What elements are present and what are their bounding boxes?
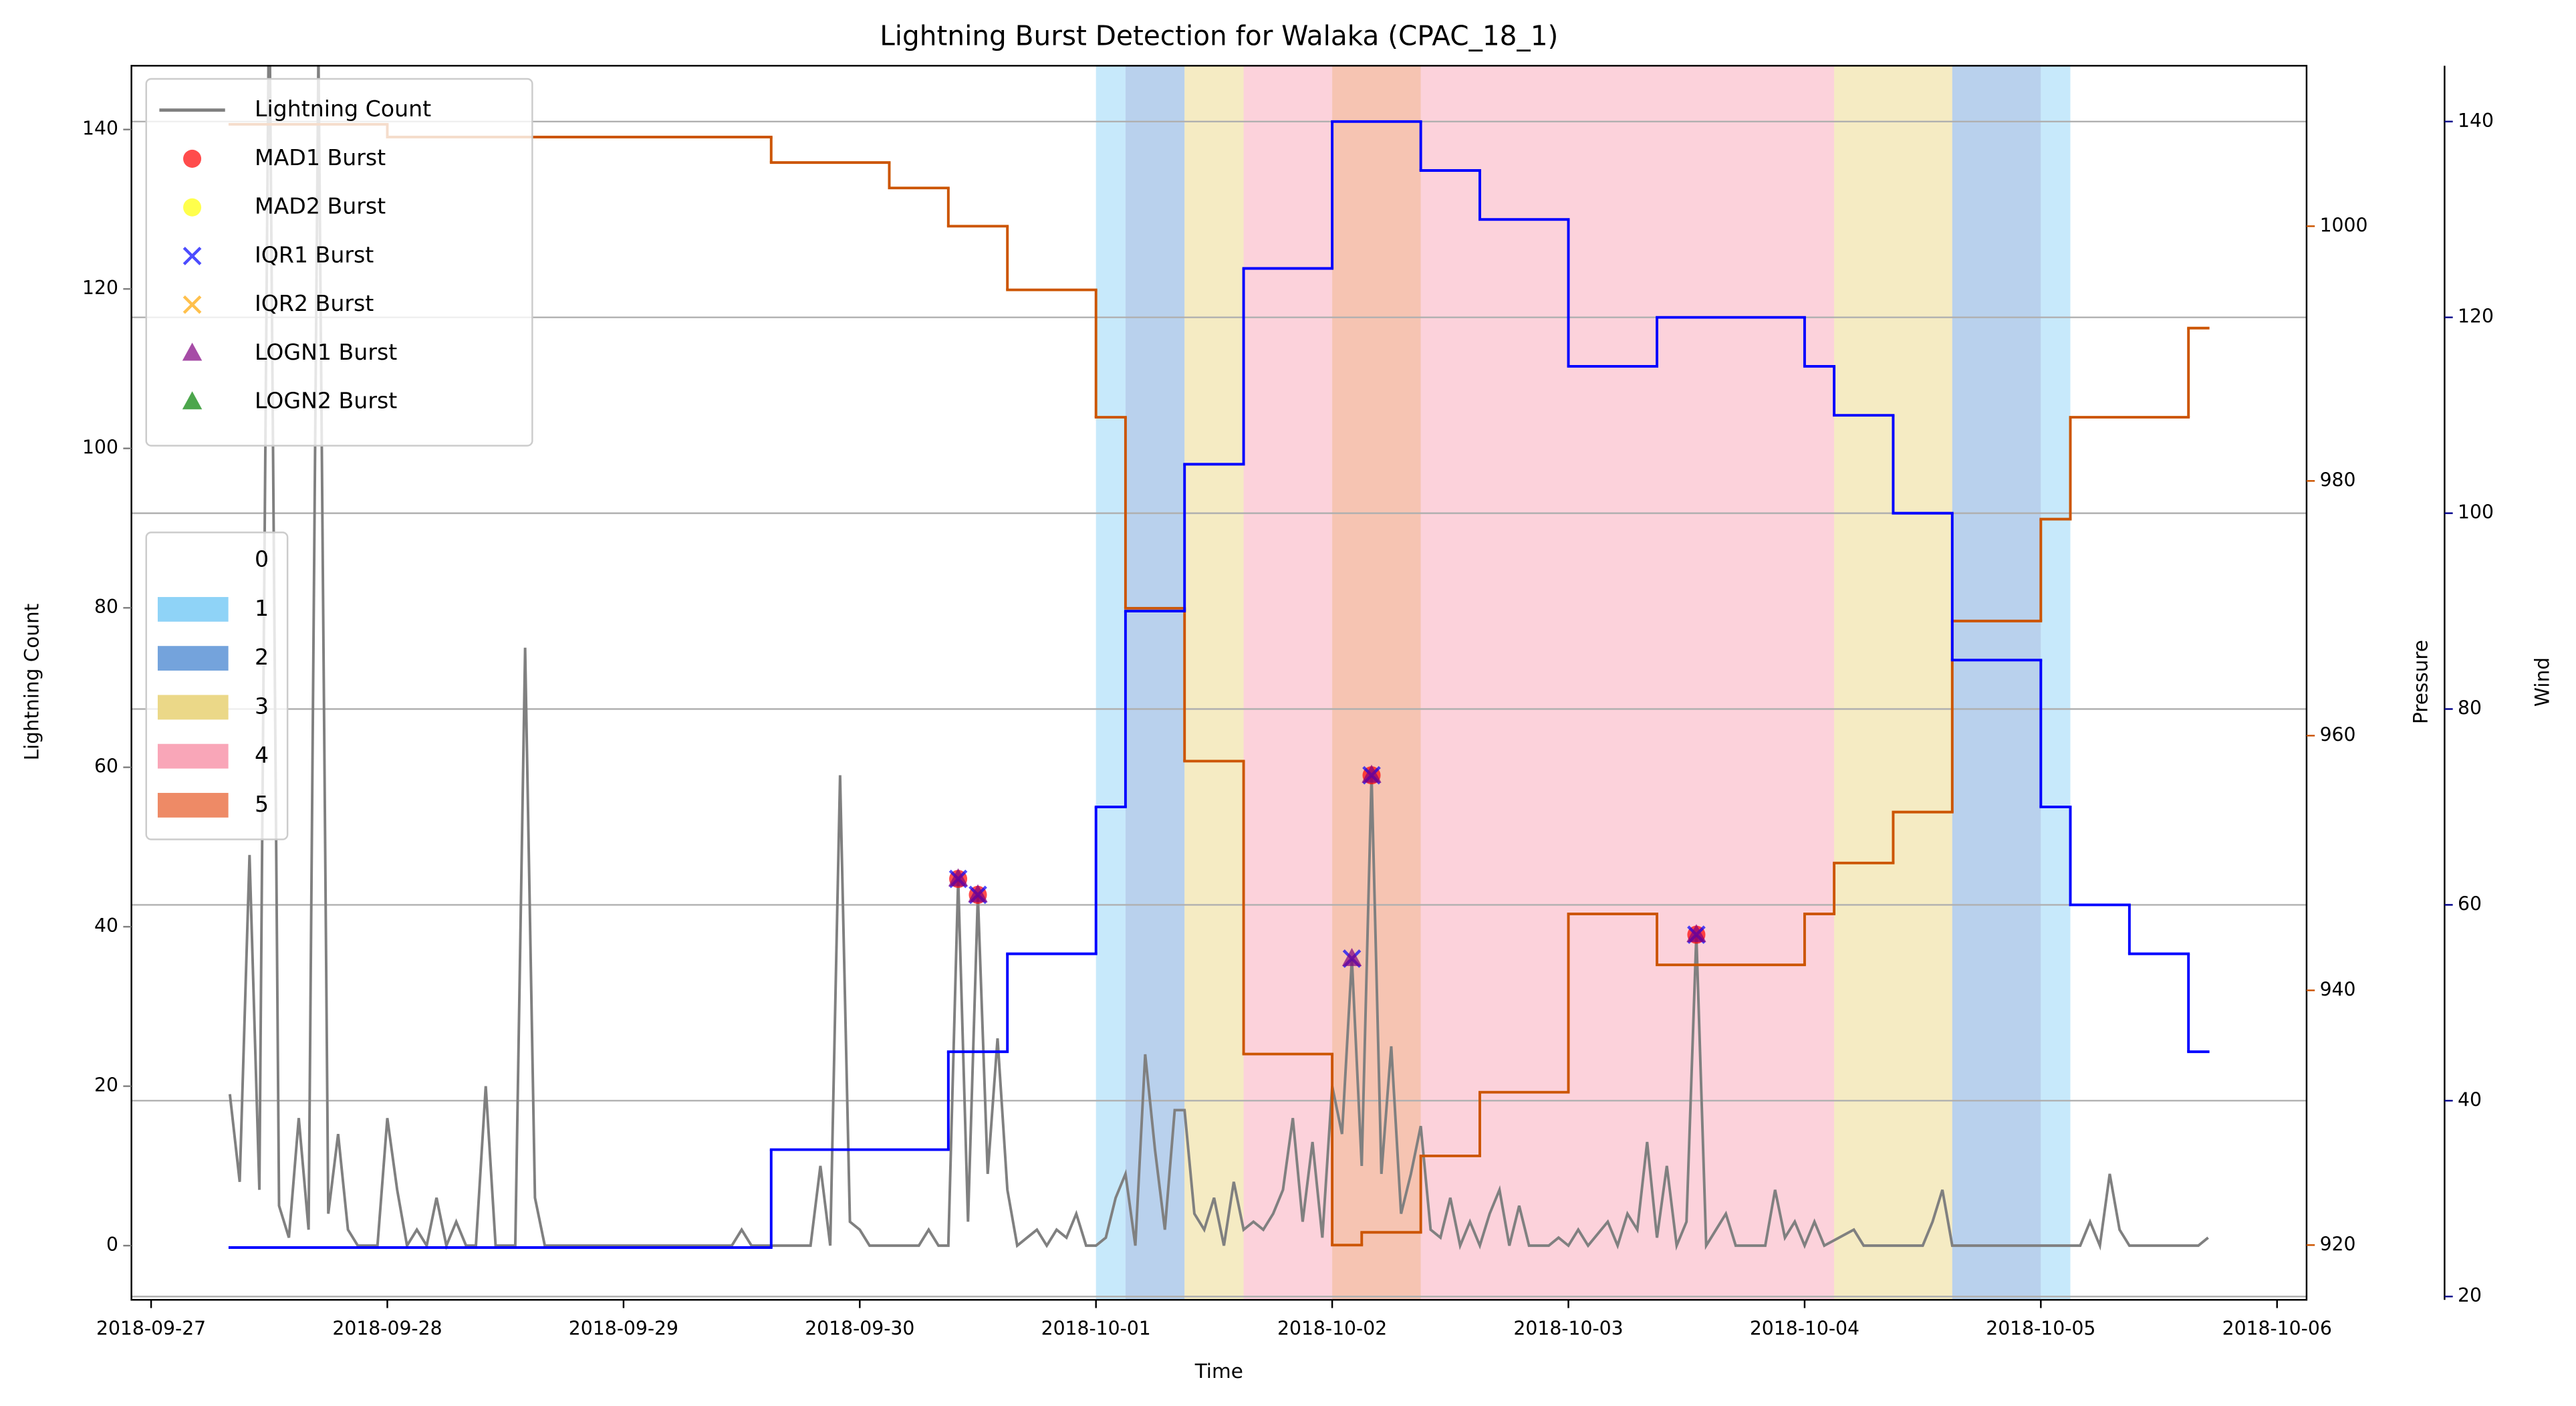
y3-tick-label: 20 bbox=[2458, 1284, 2482, 1306]
legend-label: IQR1 Burst bbox=[255, 241, 374, 267]
x-tick-label: 2018-10-02 bbox=[1277, 1317, 1387, 1339]
y3-tick-label: 60 bbox=[2458, 893, 2482, 915]
legend-label: Lightning Count bbox=[255, 96, 431, 122]
band-legend-patch bbox=[157, 695, 229, 720]
y-tick-label: 40 bbox=[94, 915, 118, 937]
y2-tick-label: 960 bbox=[2320, 723, 2356, 745]
legend-marker bbox=[182, 295, 202, 314]
y-tick-label: 80 bbox=[94, 596, 118, 618]
legend-label: MAD1 Burst bbox=[255, 144, 386, 170]
y3-tick-label: 100 bbox=[2458, 501, 2494, 523]
bands-layer bbox=[1096, 66, 2071, 1300]
x-tick-label: 2018-10-01 bbox=[1041, 1317, 1151, 1339]
chart-title: Lightning Burst Detection for Walaka (CP… bbox=[880, 20, 1558, 52]
y3-tick-label: 120 bbox=[2458, 306, 2494, 328]
legend-layer: Lightning Count MAD1 Burst MAD2 Burst IQR1 … bbox=[145, 78, 533, 840]
legend-label: LOGN2 Burst bbox=[255, 388, 397, 414]
category-band bbox=[1184, 66, 1244, 1300]
band-legend-patch bbox=[157, 743, 229, 769]
category-band bbox=[1420, 66, 1835, 1300]
y-tick-label: 100 bbox=[82, 437, 118, 459]
axes-layer: 2018-09-27 2018-09-28 2018-09-29 2018-09-30… bbox=[82, 65, 2494, 1339]
band-legend-label: 4 bbox=[255, 742, 269, 768]
category-band bbox=[1125, 66, 1185, 1300]
y-tick-label: 0 bbox=[106, 1234, 118, 1256]
y2-tick-label: 940 bbox=[2320, 978, 2356, 1000]
y2-axis-label: Pressure bbox=[2409, 640, 2432, 724]
band-legend-label: 2 bbox=[255, 644, 269, 670]
x-tick-label: 2018-09-30 bbox=[805, 1317, 914, 1339]
burst-marker bbox=[948, 868, 969, 887]
band-legend-patch bbox=[157, 646, 229, 671]
burst-marker bbox=[1686, 924, 1706, 943]
category-band bbox=[1096, 66, 1126, 1300]
burst-marker bbox=[968, 884, 988, 903]
band-legend-label: 1 bbox=[255, 595, 269, 621]
band-legend-label: 3 bbox=[255, 693, 269, 719]
legend-marker bbox=[183, 149, 202, 168]
x-tick-label: 2018-10-03 bbox=[1513, 1317, 1623, 1339]
grid-layer bbox=[131, 120, 2307, 1298]
x-tick-label: 2018-10-06 bbox=[2222, 1317, 2332, 1339]
x-axis-label: Time bbox=[1194, 1360, 1243, 1383]
lightning-line bbox=[228, 66, 2209, 1251]
y-tick-label: 140 bbox=[82, 118, 118, 140]
legend-marker bbox=[182, 247, 202, 265]
x-tick-label: 2018-09-29 bbox=[569, 1317, 678, 1339]
plot-frame bbox=[130, 65, 2308, 1301]
legend-marker bbox=[182, 391, 203, 410]
category-band bbox=[1952, 66, 2041, 1300]
legend-label: LOGN1 Burst bbox=[255, 339, 397, 365]
y3-tick-label: 40 bbox=[2458, 1088, 2482, 1110]
y2-tick-label: 980 bbox=[2320, 469, 2356, 491]
band-legend-label: 0 bbox=[255, 546, 269, 572]
legend-label: MAD2 Burst bbox=[255, 193, 386, 219]
legend-box bbox=[145, 78, 533, 447]
y2-tick-label: 920 bbox=[2320, 1233, 2356, 1255]
band-legend-patch bbox=[157, 596, 229, 622]
y-tick-label: 120 bbox=[82, 277, 118, 299]
burst-marker bbox=[1362, 764, 1382, 783]
category-band bbox=[1332, 66, 1421, 1300]
category-band bbox=[2041, 66, 2071, 1300]
legend-label: IQR2 Burst bbox=[255, 290, 374, 316]
band-legend-label: 5 bbox=[255, 791, 269, 817]
category-band bbox=[1834, 66, 1952, 1300]
legend-marker bbox=[182, 342, 203, 361]
x-tick-label: 2018-09-27 bbox=[96, 1317, 206, 1339]
category-band bbox=[1243, 66, 1333, 1300]
y2-tick-label: 1000 bbox=[2320, 214, 2368, 236]
y3-tick-label: 80 bbox=[2458, 697, 2482, 719]
legend-marker bbox=[183, 198, 202, 217]
x-tick-label: 2018-10-05 bbox=[1986, 1317, 2095, 1339]
burst-marker bbox=[1341, 947, 1362, 966]
y-tick-label: 60 bbox=[94, 755, 118, 778]
y3-tick-label: 140 bbox=[2458, 110, 2494, 132]
y3-axis-label: Wind bbox=[2531, 657, 2553, 707]
band-legend-patch bbox=[157, 792, 229, 818]
y-tick-label: 20 bbox=[94, 1074, 118, 1096]
x-tick-label: 2018-10-04 bbox=[1750, 1317, 1859, 1339]
y-axis-label: Lightning Count bbox=[21, 604, 43, 761]
x-tick-label: 2018-09-28 bbox=[332, 1317, 442, 1339]
